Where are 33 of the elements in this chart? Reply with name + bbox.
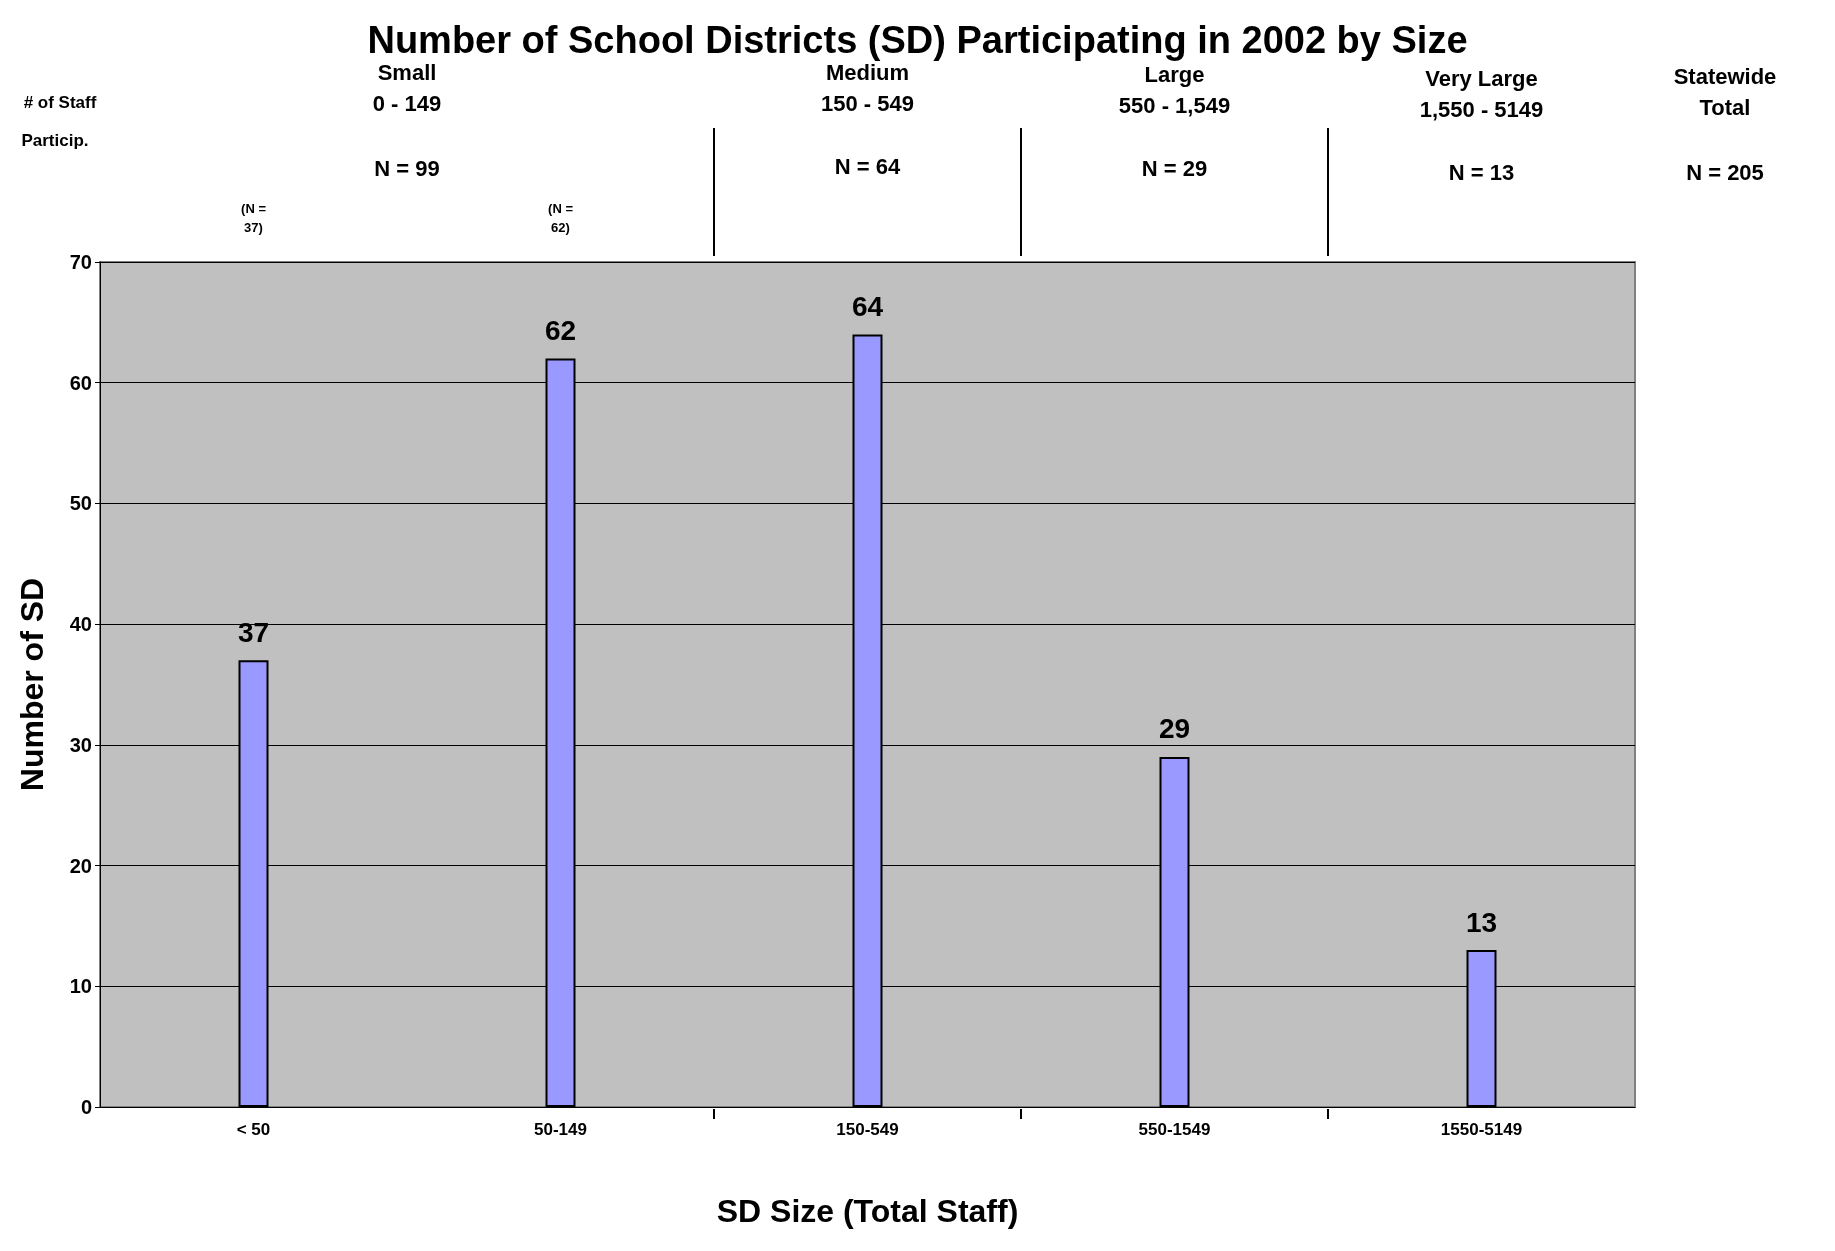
- text: N = 64: [834, 153, 901, 179]
- x-tick-label: 1550-5149: [1440, 1120, 1523, 1139]
- chart-title: Number of School Districts (SD) Participating in 2002 by Size: [367, 19, 1468, 61]
- text: N = 13: [1448, 159, 1515, 185]
- x-tick-label: 550-1549: [1138, 1120, 1211, 1139]
- x-tick-label: < 50: [236, 1120, 271, 1139]
- text: N = 29: [1141, 155, 1208, 181]
- text: N = 99: [374, 155, 440, 181]
- y-tick-label: 10: [69, 975, 92, 998]
- text: Very Large 1,550 - 5149: [1419, 65, 1544, 123]
- x-axis-title: SD Size (Total Staff): [716, 1193, 1019, 1229]
- y-tick-label: 50: [69, 492, 92, 515]
- data-label: 64: [851, 290, 884, 322]
- text: (N = 62): [548, 201, 574, 235]
- text: # of Staff: [23, 92, 97, 112]
- y-tick-label: 0: [80, 1096, 92, 1118]
- x-tick-label: 50-149: [534, 1120, 587, 1139]
- data-label: 62: [544, 315, 577, 347]
- y-tick-label: 60: [69, 371, 92, 394]
- x-tick-label: 150-549: [836, 1120, 899, 1139]
- y-tick-label: 70: [69, 251, 92, 273]
- y-axis-title: Number of SD: [14, 577, 50, 792]
- text: Large 550 - 1,549: [1118, 61, 1231, 119]
- data-label: 29: [1158, 713, 1191, 745]
- data-label: 13: [1465, 906, 1498, 938]
- y-tick-label: 30: [69, 733, 92, 756]
- y-tick-label: 20: [69, 854, 92, 877]
- text: (N = 37): [241, 201, 267, 235]
- text: Statewide Total: [1673, 63, 1777, 121]
- text: Particip.: [21, 130, 89, 150]
- text: N = 205: [1686, 159, 1764, 185]
- y-tick-label: 40: [69, 613, 92, 636]
- text: Small 0 - 149: [372, 59, 442, 117]
